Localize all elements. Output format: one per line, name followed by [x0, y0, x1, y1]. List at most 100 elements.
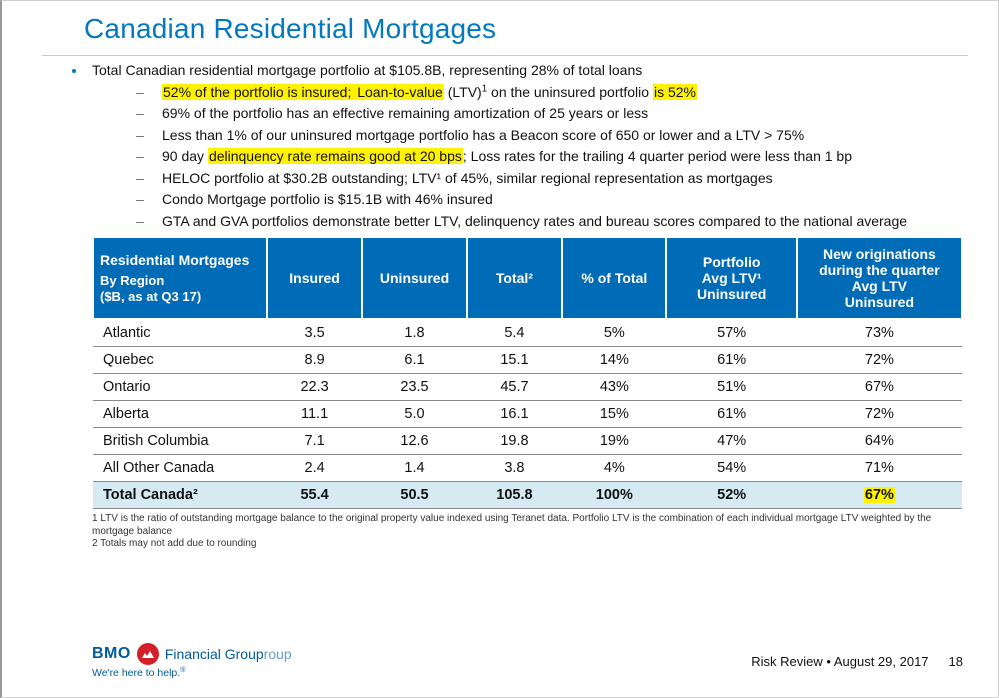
footnote-1: 1 LTV is the ratio of outstanding mortga…: [92, 513, 963, 538]
cell-region: Quebec: [93, 347, 267, 374]
text: Less than 1% of our uninsured mortgage p…: [162, 127, 804, 143]
th-text: Avg LTV: [852, 278, 907, 294]
cell-uninsured: 5.0: [362, 401, 466, 428]
dash-icon: –: [136, 84, 144, 102]
cell-pct: 4%: [562, 455, 666, 482]
cell-uninsured: 1.8: [362, 319, 466, 347]
logo-block: BMO Financial Grouproup We're here to he…: [92, 643, 292, 679]
cell-uninsured: 12.6: [362, 428, 466, 455]
dash-icon: –: [136, 170, 144, 188]
cell-total: 19.8: [467, 428, 563, 455]
table-row-total: Total Canada²55.450.5105.8100%52% 67%: [93, 482, 962, 509]
cell-region: Alberta: [93, 401, 267, 428]
th-text: Portfolio: [703, 254, 761, 270]
cell-uninsured: 50.5: [362, 482, 466, 509]
cell-newltv: 67%: [797, 482, 962, 509]
mortgage-table: Residential Mortgages By Region ($B, as …: [92, 236, 963, 509]
highlight-4: delinquency rate remains good at 20 bps: [208, 148, 463, 164]
bullet-sub-2: – 69% of the portfolio has an effective …: [136, 105, 968, 123]
cell-ltv: 52%: [666, 482, 796, 509]
cell-newltv: 72%: [797, 347, 962, 374]
tagline: We're here to help.®: [92, 667, 292, 679]
cell-newltv: 64%: [797, 428, 962, 455]
th-text: By Region: [100, 273, 164, 288]
cell-pct: 5%: [562, 319, 666, 347]
cell-pct: 100%: [562, 482, 666, 509]
slide-page: Canadian Residential Mortgages Total Can…: [0, 0, 999, 698]
table-body: Atlantic3.51.85.45%57%73%Quebec8.96.115.…: [93, 319, 962, 509]
cell-region: Total Canada²: [93, 482, 267, 509]
text: 90 day: [162, 148, 208, 164]
bullet-sub-7: – GTA and GVA portfolios demonstrate bet…: [136, 213, 968, 231]
bullet-sub-1: – 52% of the portfolio is insured; Loan-…: [136, 84, 968, 102]
cell-total: 3.8: [467, 455, 563, 482]
cell-insured: 55.4: [267, 482, 363, 509]
cell-insured: 11.1: [267, 401, 363, 428]
highlight-total-newltv: 67%: [864, 487, 895, 503]
th-text: Uninsured: [845, 294, 914, 310]
cell-uninsured: 6.1: [362, 347, 466, 374]
highlight-1: 52% of the portfolio is insured;: [162, 84, 352, 100]
cell-total: 105.8: [467, 482, 563, 509]
bullet-list: Total Canadian residential mortgage port…: [66, 62, 968, 230]
footnotes: 1 LTV is the ratio of outstanding mortga…: [92, 513, 963, 551]
cell-region: Atlantic: [93, 319, 267, 347]
cell-ltv: 61%: [666, 347, 796, 374]
page-number: 18: [949, 654, 963, 669]
cell-newltv: 73%: [797, 319, 962, 347]
cell-total: 5.4: [467, 319, 563, 347]
table-row: Quebec8.96.115.114%61%72%: [93, 347, 962, 374]
doc-label: Risk Review • August 29, 2017: [751, 654, 928, 669]
cell-total: 16.1: [467, 401, 563, 428]
bullet-sub-5: – HELOC portfolio at $30.2B outstanding;…: [136, 170, 968, 188]
cell-total: 45.7: [467, 374, 563, 401]
dash-icon: –: [136, 105, 144, 123]
bullet-sub-6: – Condo Mortgage portfolio is $15.1B wit…: [136, 191, 968, 209]
text: Condo Mortgage portfolio is $15.1B with …: [162, 191, 493, 207]
th-uninsured: Uninsured: [362, 237, 466, 319]
cell-region: All Other Canada: [93, 455, 267, 482]
th-ltv: Portfolio Avg LTV¹ Uninsured: [666, 237, 796, 319]
bmo-logo-text: BMO: [92, 645, 131, 663]
cell-ltv: 51%: [666, 374, 796, 401]
cell-pct: 43%: [562, 374, 666, 401]
text: HELOC portfolio at $30.2B outstanding; L…: [162, 170, 773, 186]
cell-insured: 2.4: [267, 455, 363, 482]
cell-insured: 8.9: [267, 347, 363, 374]
dash-icon: –: [136, 213, 144, 231]
dash-icon: –: [136, 127, 144, 145]
bullet-sub-3: – Less than 1% of our uninsured mortgage…: [136, 127, 968, 145]
cell-newltv: 71%: [797, 455, 962, 482]
page-title: Canadian Residential Mortgages: [84, 13, 998, 45]
table-row: British Columbia7.112.619.819%47%64%: [93, 428, 962, 455]
cell-uninsured: 23.5: [362, 374, 466, 401]
th-pct: % of Total: [562, 237, 666, 319]
cell-region: Ontario: [93, 374, 267, 401]
th-region: Residential Mortgages By Region ($B, as …: [93, 237, 267, 319]
cell-ltv: 61%: [666, 401, 796, 428]
title-rule: [42, 55, 968, 56]
highlight-1c: is 52%: [653, 84, 697, 100]
th-text: Residential Mortgages: [100, 252, 260, 268]
dash-icon: –: [136, 148, 144, 166]
th-text: New originations during the quarter: [819, 246, 940, 278]
highlight-1b: Loan-to-value: [352, 84, 444, 100]
bmo-roundel-icon: [137, 643, 159, 665]
th-total: Total²: [467, 237, 563, 319]
bullet-sub-4: – 90 day delinquency rate remains good a…: [136, 148, 968, 166]
cell-pct: 15%: [562, 401, 666, 428]
table-row: All Other Canada2.41.43.84%54%71%: [93, 455, 962, 482]
cell-ltv: 54%: [666, 455, 796, 482]
bullet-top: Total Canadian residential mortgage port…: [66, 62, 968, 80]
cell-pct: 14%: [562, 347, 666, 374]
footnote-2: 2 Totals may not add due to rounding: [92, 538, 963, 551]
table-row: Atlantic3.51.85.45%57%73%: [93, 319, 962, 347]
th-text: Uninsured: [697, 286, 766, 302]
cell-insured: 22.3: [267, 374, 363, 401]
cell-insured: 3.5: [267, 319, 363, 347]
cell-ltv: 57%: [666, 319, 796, 347]
table-row: Ontario22.323.545.743%51%67%: [93, 374, 962, 401]
text: on the uninsured portfolio: [487, 84, 653, 100]
cell-newltv: 72%: [797, 401, 962, 428]
text: (LTV): [444, 84, 482, 100]
